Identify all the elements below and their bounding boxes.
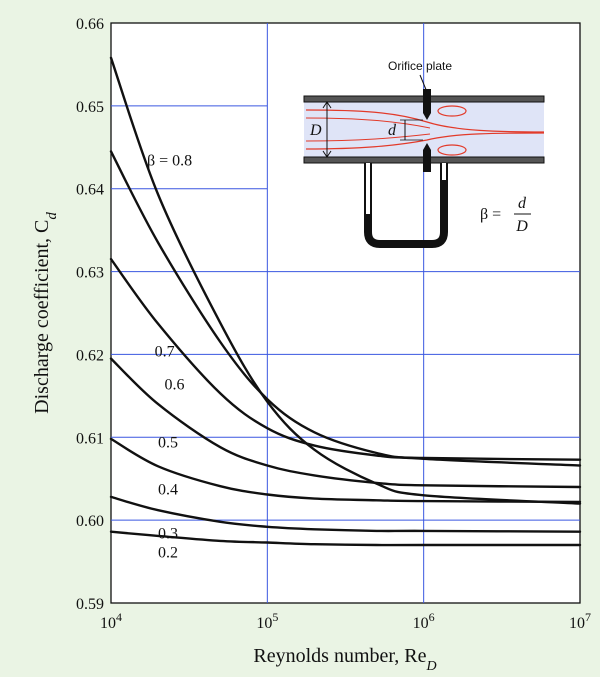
orifice-plate-label: Orifice plate — [388, 59, 452, 73]
gridlines — [111, 23, 580, 603]
d-label: d — [388, 122, 397, 139]
y-tick-1: 0.60 — [76, 513, 104, 530]
orifice-diagram: Orifice plate D d β = d D — [303, 59, 545, 248]
curve-label-5: 0.3 — [158, 526, 178, 543]
y-tick-2: 0.61 — [76, 430, 104, 447]
x-tick-1: 105 — [256, 610, 278, 632]
curve-beta-5 — [109, 495, 582, 533]
curve-beta-2 — [109, 257, 582, 461]
beta-numerator: d — [518, 195, 527, 212]
beta-definition-lhs: β = — [480, 206, 501, 223]
D-arrowheads — [322, 101, 332, 158]
beta-denominator: D — [515, 218, 528, 235]
streamline-top — [305, 109, 545, 133]
y-axis-title: Discharge coefficient, Cd — [31, 212, 60, 414]
x-tick-labels: 104 105 106 107 — [100, 610, 591, 632]
streamline-inner-top — [305, 117, 431, 129]
orifice-plate-top — [423, 89, 431, 120]
x-tick-2: 106 — [413, 610, 435, 632]
y-tick-6: 0.65 — [76, 99, 104, 116]
D-label: D — [309, 122, 322, 139]
y-tick-5: 0.64 — [76, 182, 104, 199]
curve-beta-3 — [109, 357, 582, 489]
x-tick-3: 107 — [569, 610, 591, 632]
curve-beta-6 — [109, 530, 582, 547]
curve-labels: β = 0.8 0.7 0.6 0.5 0.4 0.3 0.2 — [147, 153, 192, 562]
y-tick-3: 0.62 — [76, 347, 104, 364]
x-axis-title: Reynolds number, ReD — [253, 645, 436, 674]
curve-beta-0 — [109, 56, 582, 505]
orifice-plate-bottom — [423, 143, 431, 172]
y-tick-7: 0.66 — [76, 16, 104, 33]
manometer-tube — [364, 163, 448, 248]
y-tick-0: 0.59 — [76, 596, 104, 613]
curves — [109, 56, 582, 547]
streamline-bottom — [305, 132, 545, 150]
curve-label-4: 0.4 — [158, 482, 178, 499]
eddy-top — [437, 105, 467, 117]
y-tick-labels: 0.59 0.60 0.61 0.62 0.63 0.64 0.65 0.66 — [76, 16, 104, 613]
y-tick-4: 0.63 — [76, 265, 104, 282]
x-tick-0: 104 — [100, 610, 122, 632]
orifice-plate-leader — [419, 74, 428, 93]
eddy-bottom — [437, 144, 467, 156]
curve-beta-4 — [109, 437, 582, 504]
streamline-inner-bottom — [305, 133, 431, 142]
curve-label-0: β = 0.8 — [147, 153, 192, 170]
curve-label-2: 0.6 — [165, 376, 185, 393]
curve-label-1: 0.7 — [155, 343, 175, 360]
curve-label-6: 0.2 — [158, 545, 178, 562]
curve-label-3: 0.5 — [158, 434, 178, 451]
